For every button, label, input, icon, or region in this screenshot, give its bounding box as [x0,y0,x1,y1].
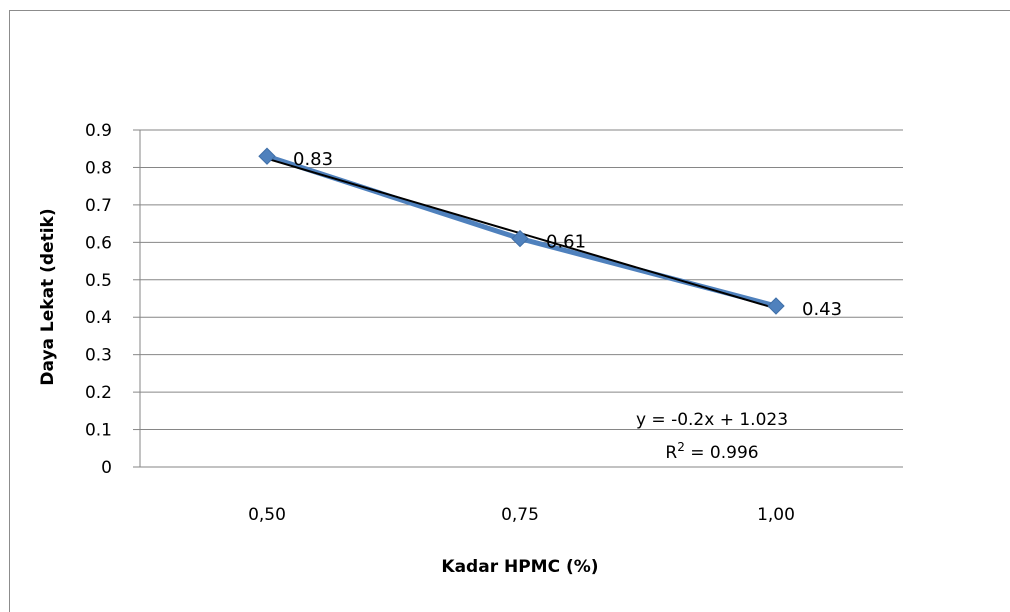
y-tick-label-0: 0 [101,458,112,478]
data-point-0 [258,147,276,165]
data-series [264,153,779,309]
data-labels: 0.83 0.61 0.43 [293,149,842,320]
data-label-0: 0.83 [293,149,333,170]
x-tick-label-2: 1,00 [757,505,795,525]
y-tick-label-1: 0.1 [85,421,112,441]
x-tick-label-1: 0,75 [501,505,539,525]
y-tick-label-4: 0.4 [85,308,112,328]
chart-frame [9,10,1010,612]
trendline-equation: y = -0.2x + 1.023 [636,410,788,430]
data-markers [258,147,785,315]
r2-superscript: 2 [677,440,685,454]
series-line [264,153,779,309]
data-point-2 [767,297,785,315]
y-axis-title: Daya Lekat (detik) [38,208,58,385]
y-tick-label-9: 0.9 [85,121,112,141]
y-tick-labels: 0 0.1 0.2 0.3 0.4 0.5 0.6 0.7 0.8 0.9 [85,121,112,478]
x-tick-labels: 0,50 0,75 1,00 [248,505,795,525]
data-point-1 [511,229,529,248]
r2-prefix: R [665,443,677,463]
y-tick-label-8: 0.8 [85,158,112,178]
y-tick-label-5: 0.5 [85,271,112,291]
y-tick-label-3: 0.3 [85,346,112,366]
r2-value: = 0.996 [685,443,759,463]
data-label-1: 0.61 [546,232,586,253]
gridlines [140,129,903,431]
x-axis-title: Kadar HPMC (%) [441,557,598,577]
y-tick-label-2: 0.2 [85,383,112,403]
y-tick-label-7: 0.7 [85,196,112,216]
y-tick-label-6: 0.6 [85,233,112,253]
axes [133,129,903,468]
x-tick-label-0: 0,50 [248,505,286,525]
data-label-2: 0.43 [802,299,842,320]
trendline-r-squared: R2 = 0.996 [665,440,758,463]
